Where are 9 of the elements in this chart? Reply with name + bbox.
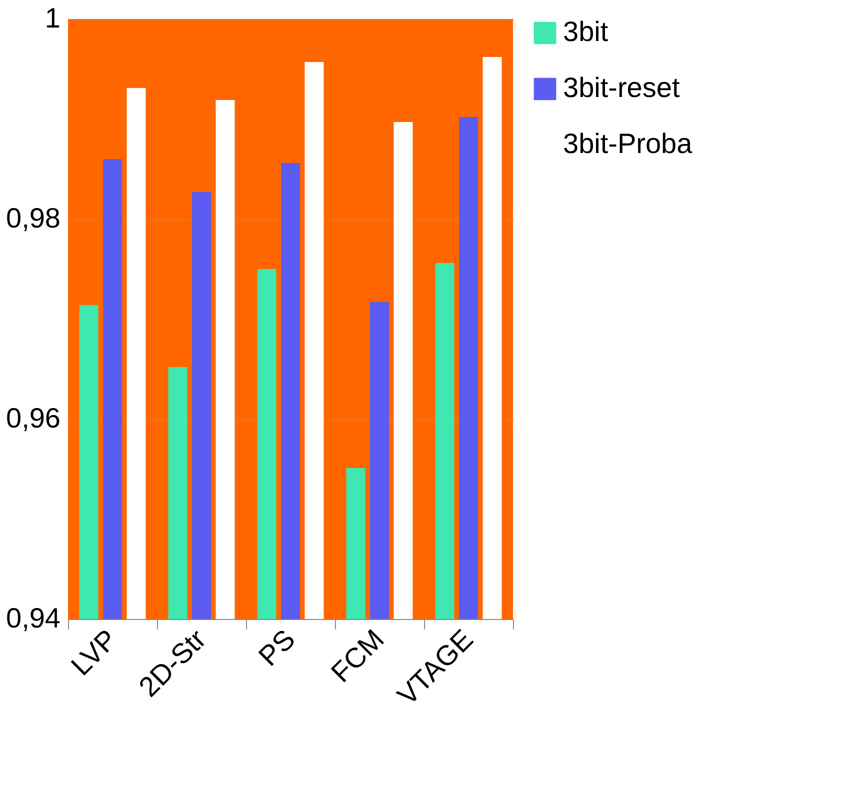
x-tick-label: LVP [65, 623, 123, 682]
y-tick-label: 0,96 [6, 402, 60, 434]
y-tick-label: 1 [44, 2, 60, 34]
x-tick-label: PS [252, 623, 301, 672]
y-tick-label: 0,98 [6, 202, 60, 234]
legend-label: 3bit [563, 16, 608, 47]
y-tick-label: 0,94 [6, 602, 60, 634]
legend-label: 3bit-reset [563, 72, 680, 103]
text: 3bit-Proba [563, 128, 693, 159]
